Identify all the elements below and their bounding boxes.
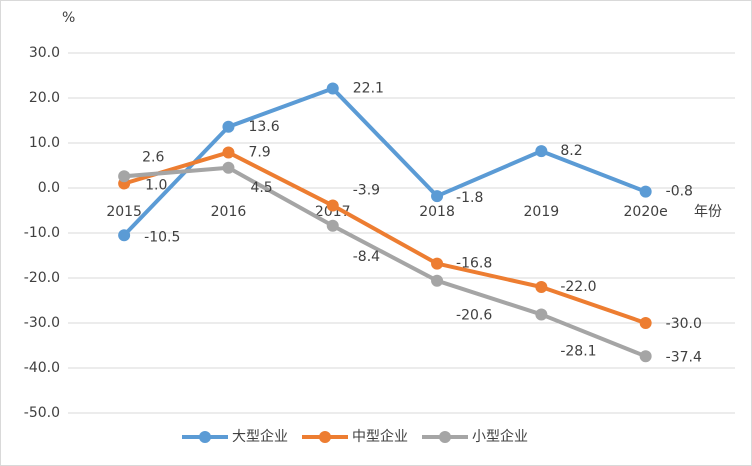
data-point <box>535 308 548 321</box>
data-point <box>535 281 548 293</box>
data-label: -3.9 <box>353 183 380 199</box>
y-tick-label: -50.0 <box>24 405 60 421</box>
data-label: -0.8 <box>666 184 693 200</box>
data-label: -28.1 <box>560 343 596 359</box>
data-point <box>639 317 652 329</box>
data-point <box>639 185 652 198</box>
data-point <box>431 257 444 270</box>
x-tick-label: 2016 <box>211 204 247 220</box>
series-line <box>122 86 647 237</box>
data-label: -37.4 <box>666 349 702 365</box>
data-point <box>222 161 235 174</box>
y-tick-label: 0.0 <box>38 180 60 196</box>
legend-marker <box>439 431 451 443</box>
series-line <box>123 150 647 325</box>
data-point <box>326 219 339 232</box>
data-point <box>431 274 444 287</box>
x-tick-label: 2019 <box>524 204 560 220</box>
data-label: -16.8 <box>456 256 492 272</box>
y-unit: % <box>62 10 75 26</box>
series-line <box>123 165 647 359</box>
x-tick-label: 2017 <box>315 204 351 220</box>
y-tick-label: 20.0 <box>29 90 60 106</box>
legend-marker <box>319 431 331 443</box>
data-label: 13.6 <box>248 119 279 135</box>
legend-label: 大型企业 <box>232 428 288 445</box>
x-tick-label: 2015 <box>106 204 142 220</box>
data-point <box>639 350 652 363</box>
y-tick-label: -20.0 <box>24 270 60 286</box>
y-tick-label: -10.0 <box>24 225 60 241</box>
data-point <box>118 170 131 183</box>
legend-marker <box>199 431 211 443</box>
x-tick-label: 2018 <box>419 204 455 220</box>
data-label: -8.4 <box>353 249 380 265</box>
data-label: 22.1 <box>353 81 384 97</box>
legend-label: 小型企业 <box>472 428 528 445</box>
data-point <box>326 82 339 95</box>
y-tick-label: -30.0 <box>24 315 60 331</box>
data-point <box>222 120 235 133</box>
data-point <box>431 190 444 203</box>
data-label: 7.9 <box>248 144 270 160</box>
data-label: -1.8 <box>456 190 483 206</box>
data-label: 1.0 <box>145 178 167 194</box>
data-label: -20.6 <box>456 308 492 324</box>
data-label: 8.2 <box>560 143 582 159</box>
legend-label: 中型企业 <box>352 428 408 445</box>
data-point <box>118 229 131 242</box>
y-tick-label: 10.0 <box>29 135 60 151</box>
data-point <box>222 146 235 159</box>
data-label: 4.5 <box>250 180 272 196</box>
data-point <box>326 199 339 212</box>
data-label: -22.0 <box>560 279 596 295</box>
x-axis-label: 年份 <box>694 204 722 220</box>
data-label: -10.5 <box>144 229 180 245</box>
y-tick-label: 30.0 <box>29 45 60 61</box>
x-tick-label: 2020e <box>624 204 668 220</box>
data-label: -30.0 <box>666 316 702 332</box>
data-label: 2.6 <box>142 149 164 165</box>
y-tick-label: -40.0 <box>24 360 60 376</box>
data-point <box>535 145 548 158</box>
